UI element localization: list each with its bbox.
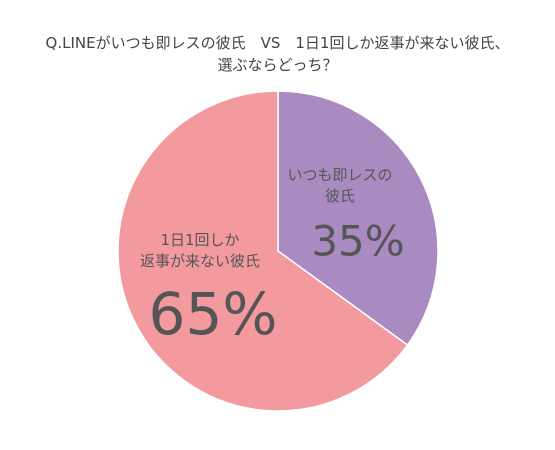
chart-title: Q.LINEがいつも即レスの彼氏 VS 1日1回しか返事が来ない彼氏、 [45,34,510,52]
chart-title: 選ぶならどっち？ [217,56,338,74]
slice-label: いつも即レスの 彼氏 [287,166,393,205]
value-label: 35% [311,216,405,266]
value-label: 65% [148,280,278,348]
pie-slice [277,90,439,347]
slice-label: 1日1回しか 返事が来ない彼氏 [139,231,261,270]
pie-slice [117,90,409,412]
